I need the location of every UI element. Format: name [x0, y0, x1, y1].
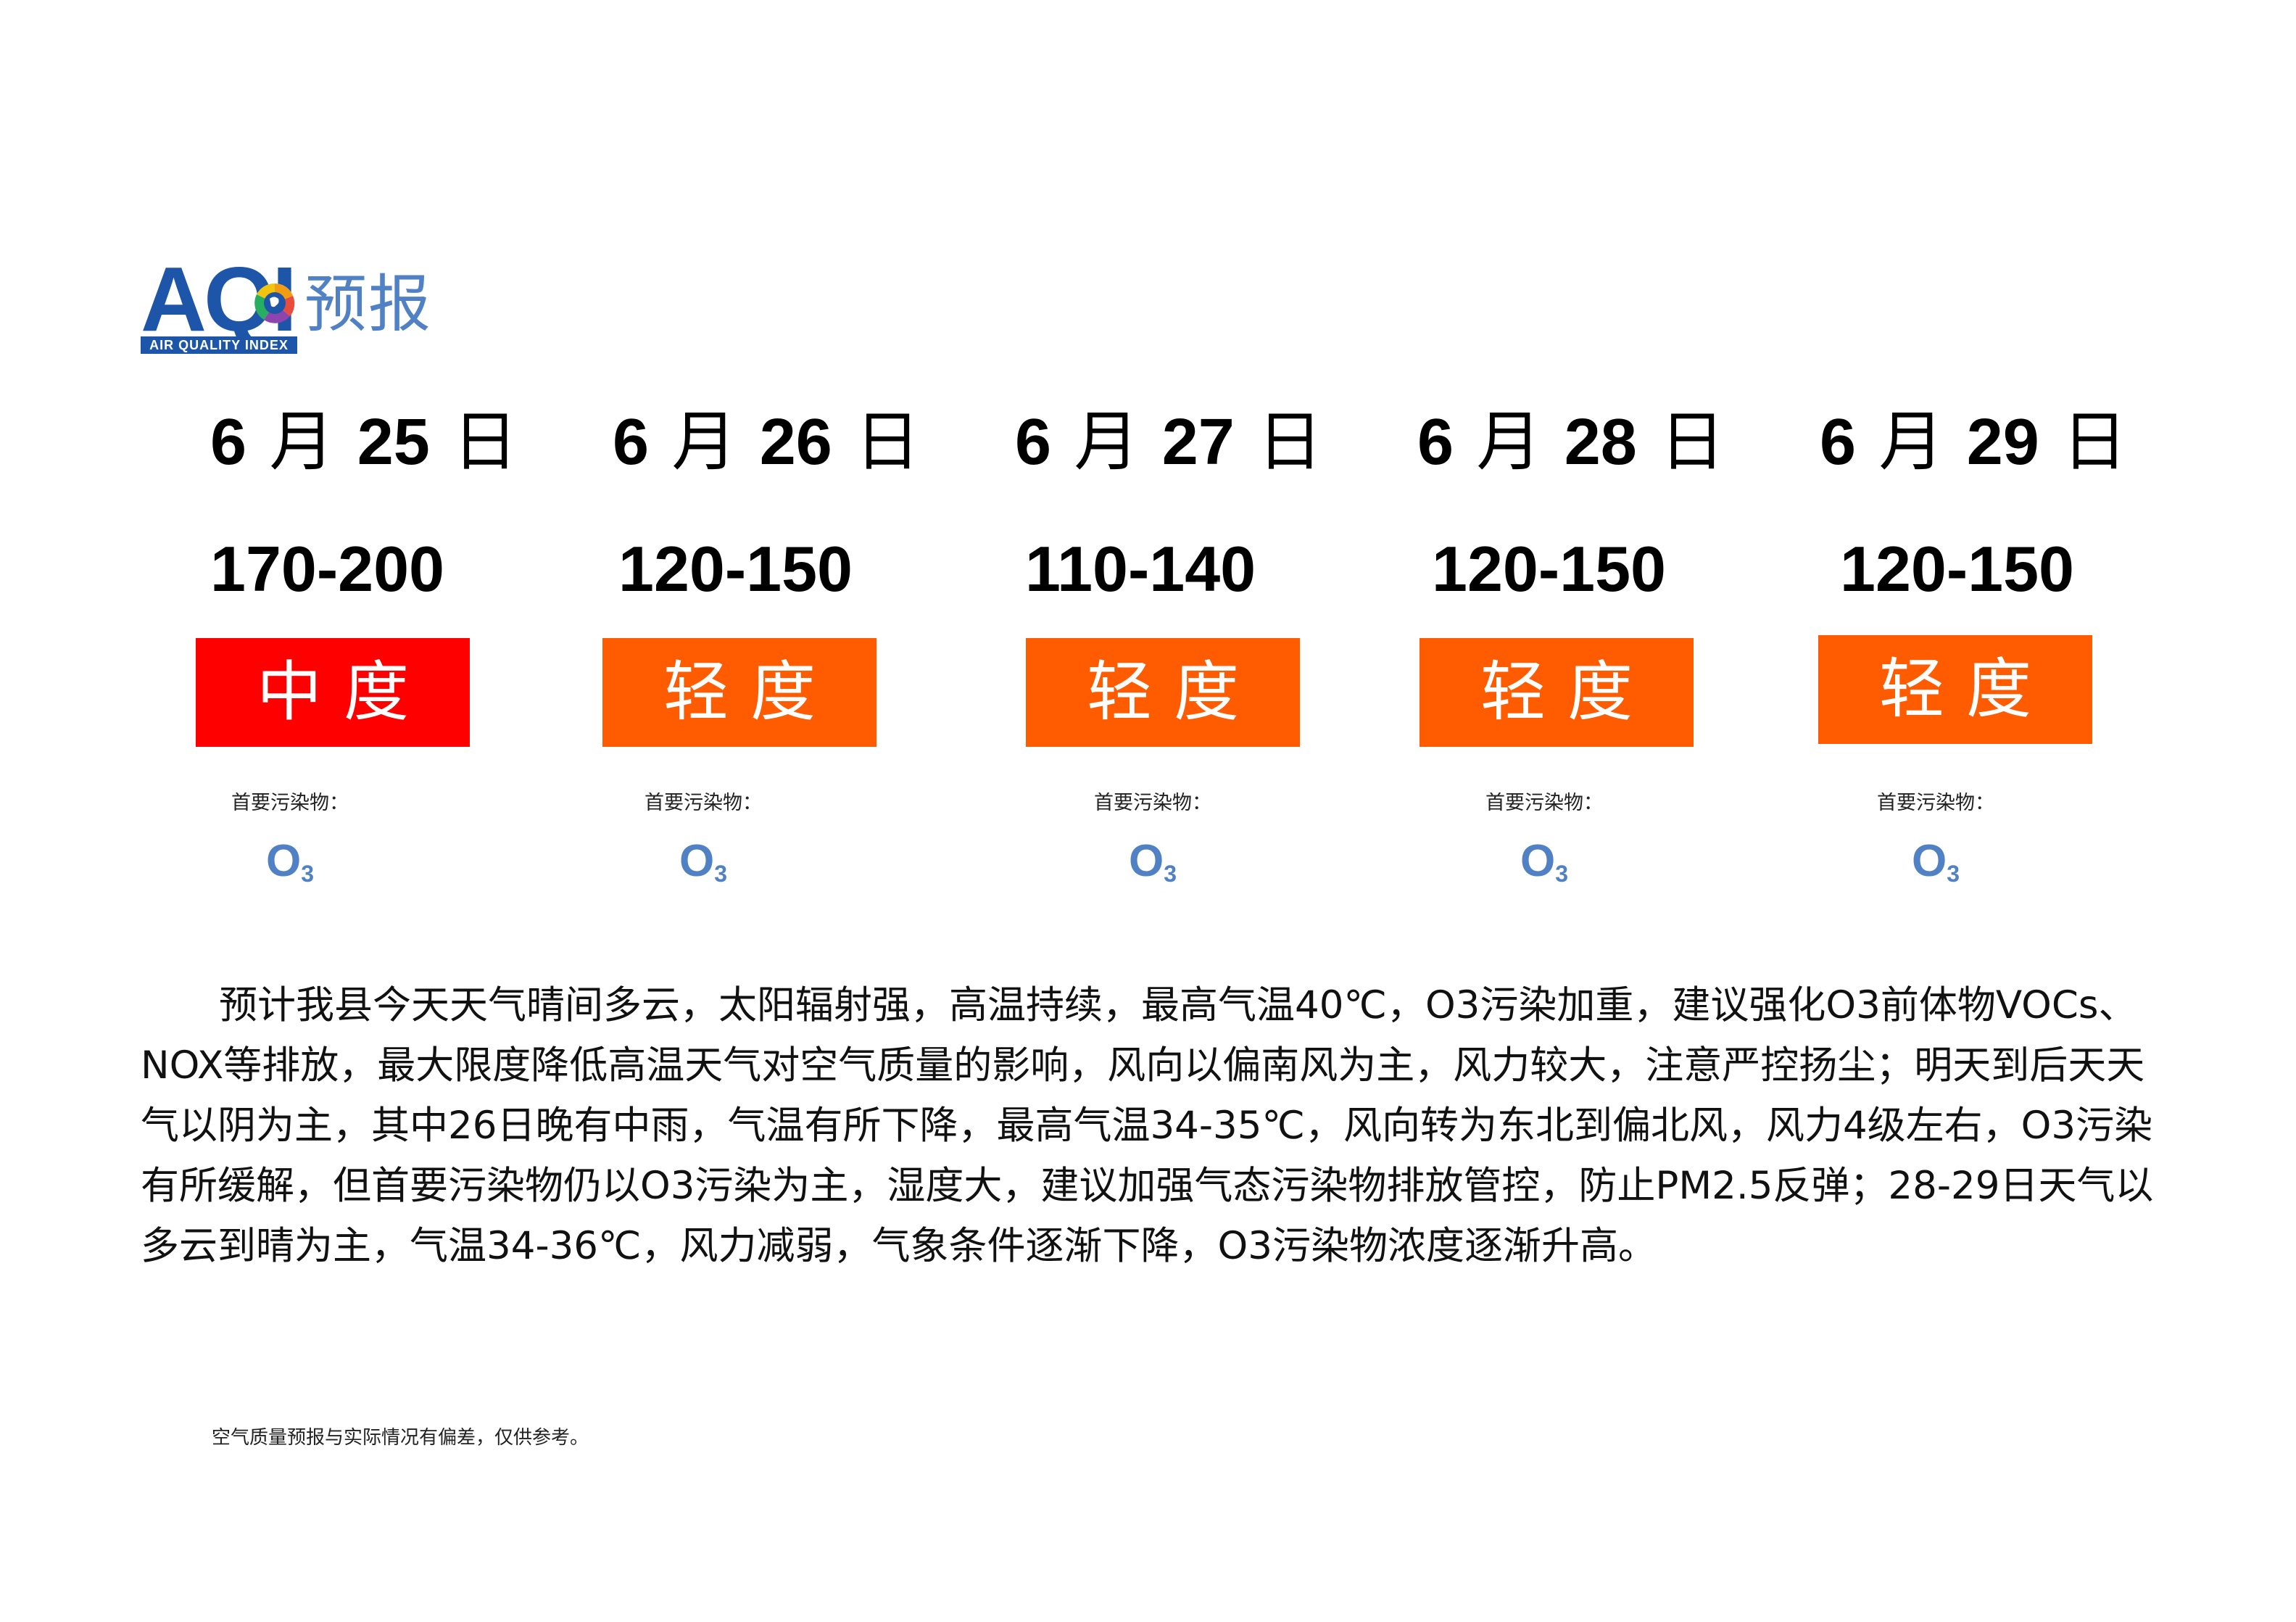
disclaimer-note: 空气质量预报与实际情况有偏差，仅供参考。 [212, 1427, 589, 1449]
pollutant-symbol: O [265, 836, 302, 886]
date-day: 25 [357, 406, 430, 479]
date-day-char: 日 [1257, 404, 1323, 480]
pollution-level-badge: 中度 [196, 638, 470, 747]
aqi-range: 170-200 [210, 533, 444, 605]
primary-pollutant-label: 首要污染物： [1877, 792, 1994, 814]
pollution-level-badge: 轻度 [602, 638, 876, 747]
pollutant-symbol: O [1911, 836, 1947, 886]
primary-pollutant: O3 [145, 832, 435, 903]
date-day: 28 [1564, 406, 1637, 479]
date-month-char: 月 [671, 404, 737, 480]
date-month-char: 月 [269, 404, 335, 480]
logo-tagline: AIR QUALITY INDEX [141, 336, 297, 354]
forecast-date: 6 月 27 日 [1015, 399, 1322, 486]
pollutant-subscript: 3 [1164, 861, 1177, 887]
date-day-char: 日 [1659, 404, 1725, 480]
primary-pollutant: O3 [1008, 832, 1298, 903]
aqi-range: 120-150 [618, 533, 853, 605]
primary-pollutant-label: 首要污染物： [231, 792, 349, 814]
pollutant-subscript: 3 [714, 861, 728, 887]
date-day-char: 日 [855, 404, 921, 480]
date-day-char: 日 [452, 404, 518, 480]
pollutant-subscript: 3 [301, 861, 315, 887]
pollutant-symbol: O [1520, 836, 1556, 886]
date-month-char: 月 [1878, 404, 1944, 480]
globe-icon [254, 283, 295, 323]
primary-pollutant: O3 [1791, 832, 2081, 903]
forecast-description: 预计我县今天天气晴间多云，太阳辐射强，高温持续，最高气温40℃，O3污染加重，建… [141, 983, 2154, 1268]
forecast-date: 6 月 25 日 [210, 399, 518, 486]
date-month: 6 [1820, 406, 1857, 479]
aqi-range: 110-140 [1025, 533, 1256, 605]
aqi-range: 120-150 [1432, 533, 1666, 605]
primary-pollutant-label: 首要污染物： [1094, 792, 1211, 814]
date-month: 6 [1015, 406, 1052, 479]
pollutant-symbol: O [679, 836, 715, 886]
pollutant-subscript: 3 [1555, 861, 1569, 887]
primary-pollutant: O3 [558, 832, 848, 903]
date-month: 6 [1417, 406, 1454, 479]
forecast-date: 6 月 28 日 [1417, 399, 1725, 486]
pollution-level-badge: 轻度 [1818, 635, 2092, 744]
page-title: 预报 [304, 268, 432, 341]
date-day-char: 日 [2062, 404, 2128, 480]
date-month: 6 [210, 406, 247, 479]
date-day: 29 [1966, 406, 2039, 479]
aqi-logo: AQI AIR QUALITY INDEX 预报 [141, 254, 445, 355]
date-day: 26 [759, 406, 832, 479]
date-month-char: 月 [1476, 404, 1542, 480]
forecast-date: 6 月 29 日 [1820, 399, 2127, 486]
pollutant-symbol: O [1128, 836, 1164, 886]
pollution-level-badge: 轻度 [1026, 638, 1300, 747]
date-month-char: 月 [1074, 404, 1140, 480]
date-month: 6 [613, 406, 650, 479]
primary-pollutant-label: 首要污染物： [645, 792, 762, 814]
date-day: 27 [1161, 406, 1235, 479]
pollution-level-badge: 轻度 [1420, 638, 1694, 747]
primary-pollutant: O3 [1399, 832, 1689, 903]
forecast-date: 6 月 26 日 [613, 399, 920, 486]
pollutant-subscript: 3 [1947, 861, 1960, 887]
aqi-range: 120-150 [1840, 533, 2074, 605]
primary-pollutant-label: 首要污染物： [1485, 792, 1603, 814]
